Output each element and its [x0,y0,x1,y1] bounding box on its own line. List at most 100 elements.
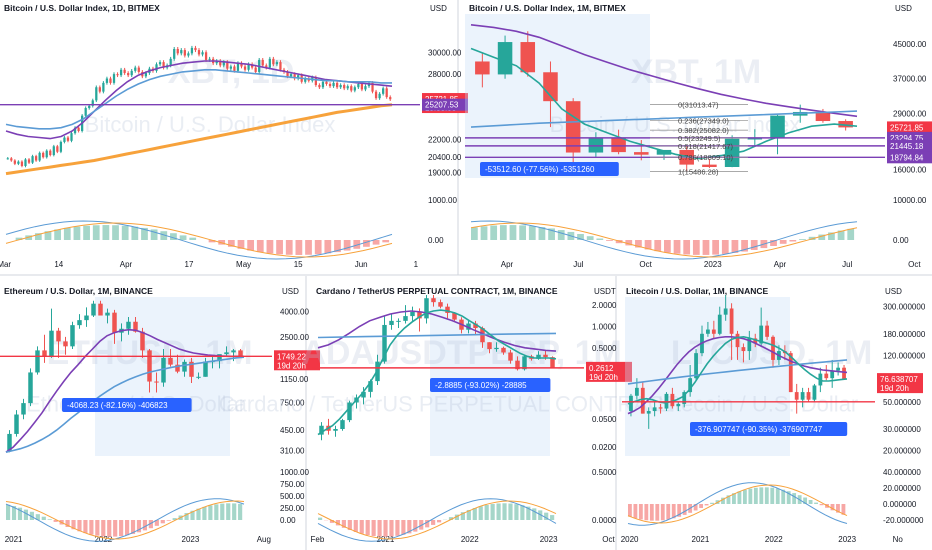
candle-body [634,387,639,396]
candle-body [155,64,158,71]
y-tick-label: 30.000000 [883,425,921,434]
candle-body [800,392,805,400]
chart-title: Bitcoin / U.S. Dollar Index, 1M, BITMEX [469,3,626,13]
fib-level-label: 0.236(27349.0) [678,116,729,125]
candle-body [333,428,338,431]
candle-body [824,373,829,379]
macd-histogram-bar [490,504,495,520]
macd-histogram-bar [638,504,643,520]
macd-histogram-bar [29,511,34,520]
candle-body [640,387,645,414]
macd-histogram-bar [519,225,527,240]
y-tick-label: 310.00 [280,446,305,455]
price-label: 76.638707 [880,375,918,384]
macd-histogram-bar [314,240,322,255]
macd-histogram-bar [77,520,82,532]
x-tick-label: 17 [185,260,194,269]
macd-histogram-bar [166,520,171,521]
candle-body [134,67,137,71]
chart-title: Ethereum / U.S. Dollar, 1M, BINANCE [4,286,153,296]
candle-body [340,420,345,429]
chart-panel-3: ETHUSD, 1MEthereum / U.S. DollarUSD4000.… [0,286,320,544]
macd-line [470,220,858,260]
candle-body [788,353,793,393]
candle-body [319,425,324,435]
macd-histogram-bar [73,226,81,240]
candle-body [268,58,271,68]
y-tick-label: 2500.00 [280,333,309,342]
macd-histogram-bar [382,240,390,243]
macd-histogram-bar [770,240,777,247]
macd-histogram-bar [789,240,797,242]
x-tick-label: 2023 [838,535,856,544]
macd-histogram-bar [136,520,142,533]
macd-histogram-bar [353,520,358,533]
candle-body [771,336,775,360]
x-tick-label: Mar [0,260,11,269]
y-tick-label: 29000.00 [893,109,927,118]
macd-histogram-bar [508,503,513,520]
candle-body [328,83,332,87]
macd-line [5,220,393,260]
macd-histogram-bar [710,502,714,504]
x-tick-label: 2021 [5,535,23,544]
candle-body [34,156,38,161]
price-label-sub: 19d 20h [880,384,909,393]
macd-histogram-bar [365,520,370,536]
candle-body [56,330,61,342]
macd-histogram-bar [514,504,519,520]
macd-histogram-bar [170,233,177,240]
candle-body [759,325,764,344]
macd-histogram-bar [102,225,110,240]
macd-histogram-bar [179,235,187,240]
macd-histogram-bar [25,235,33,240]
macd-line [5,498,245,542]
macd-tick-label: 0.000000 [883,500,917,509]
candle-body [236,63,240,71]
x-tick-label: Oct [908,260,921,269]
candle-body [112,74,116,83]
candle-body [297,75,300,79]
candle-body [182,361,187,372]
chart-panel-4: ADAUSDTPERP, 1M Cardano / TetherUS PERPET… [219,286,677,544]
macd-histogram-bar [448,517,454,520]
candle-body [417,311,422,319]
macd-histogram-bar [154,520,159,526]
candle-body [14,414,19,434]
macd-histogram-bar [655,504,660,521]
macd-histogram-bar [830,504,835,511]
candle-body [515,360,520,370]
macd-histogram-bar [819,504,824,506]
price-label-bg [586,361,632,382]
candle-body [116,74,119,76]
macd-histogram-bar [383,520,388,537]
macd-tick-label: 500.00 [280,492,305,501]
macd-histogram-bar [644,504,649,521]
candle-body [634,152,649,155]
candle-body [508,352,513,361]
measure-label: -53512.60 (-77.56%) -5351260 [485,165,595,174]
macd-histogram-bar [628,504,632,517]
y-tick-label: 0.0200 [592,443,617,452]
macd-histogram-bar [63,227,71,240]
candle-body [346,86,349,89]
candle-body [325,81,328,84]
candle-body [13,160,16,164]
macd-histogram-bar [189,237,197,240]
moving-average-line [470,110,858,128]
candle-body [473,323,478,329]
candle-body [254,67,257,72]
candle-body [189,361,194,377]
macd-histogram-bar [425,520,430,528]
y-tick-label: 16000.00 [893,165,927,174]
candle-body [314,77,317,86]
macd-histogram-bar [401,520,406,535]
macd-tick-label: 20.000000 [883,484,921,493]
candle-body [361,391,366,398]
macd-histogram-bar [89,520,94,535]
macd-histogram-bar [635,240,642,248]
macd-signal-line [5,500,245,540]
x-tick-label: 2022 [94,535,112,544]
candle-body [321,81,325,88]
macd-histogram-bar [226,503,231,520]
